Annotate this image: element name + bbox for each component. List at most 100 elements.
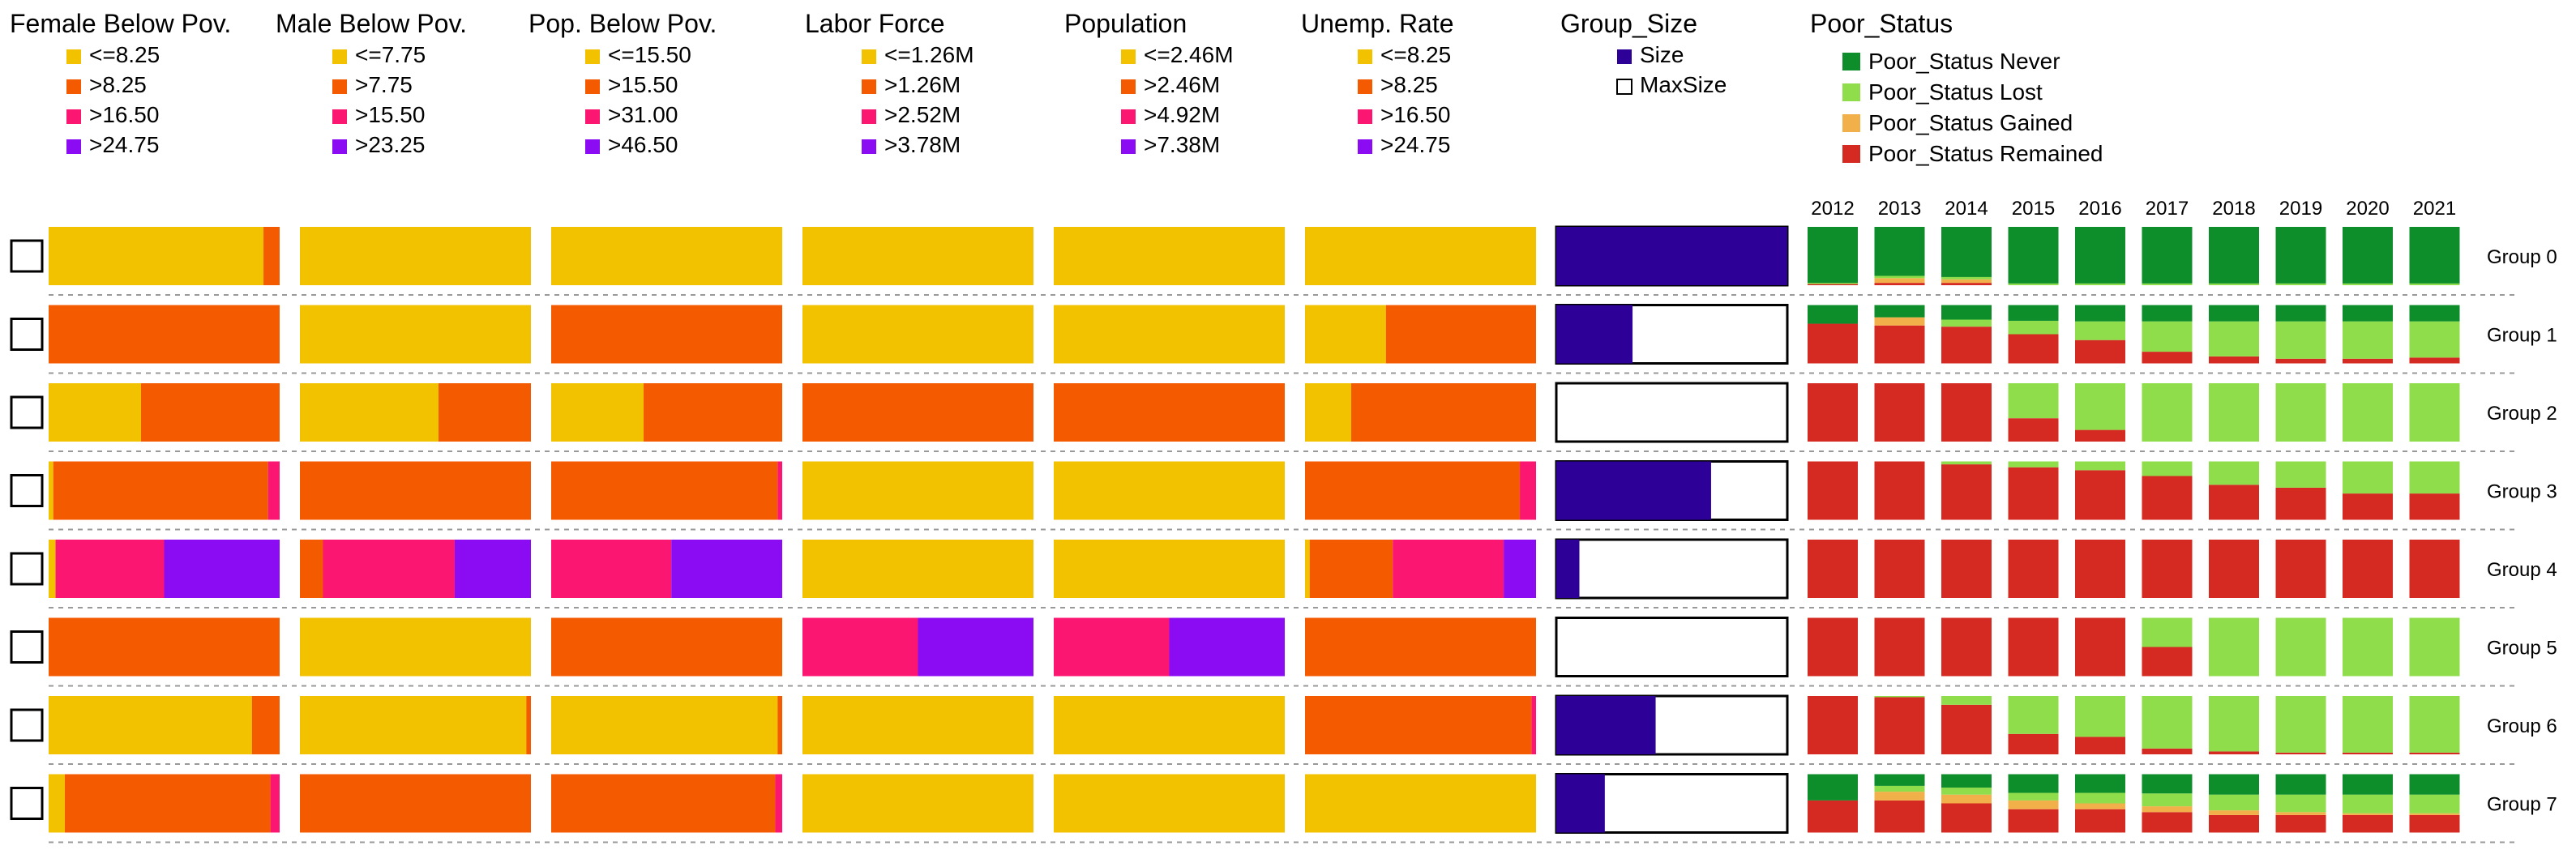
status-segment-remained <box>2343 493 2393 520</box>
year-label: 2017 <box>2146 198 2189 220</box>
status-segment-never <box>2142 305 2193 322</box>
legend-label: >4.92M <box>1144 102 1220 127</box>
status-segment-remained <box>1941 327 1992 364</box>
status-segment-remained <box>1808 323 1858 364</box>
status-segment-remained <box>1808 284 1858 285</box>
status-segment-never <box>2209 305 2259 322</box>
bar-segment-female <box>49 227 264 285</box>
bar-segment-labor <box>802 227 1033 285</box>
bar-segment-labor <box>802 617 918 677</box>
year-label: 2020 <box>2346 198 2389 220</box>
legend-title-1: Female Below Pov. <box>10 9 231 38</box>
legend-label: >2.46M <box>1144 72 1220 97</box>
legend-label: <=2.46M <box>1144 42 1234 67</box>
status-segment-never <box>1874 227 1925 276</box>
legend-label: >7.38M <box>1144 132 1220 157</box>
status-segment-lost <box>2209 461 2259 485</box>
legend-swatch <box>1358 139 1372 154</box>
status-segment-never <box>1941 305 1992 320</box>
status-segment-remained <box>1808 383 1858 442</box>
status-segment-remained <box>2008 334 2059 364</box>
status-segment-remained <box>2343 752 2393 754</box>
legend-label: >24.75 <box>1380 132 1450 157</box>
legend-swatch <box>1121 49 1136 64</box>
group-select-checkbox[interactable] <box>10 552 44 586</box>
status-segment-lost <box>2075 383 2125 430</box>
status-segment-never <box>2075 227 2125 284</box>
legend-swatch <box>332 79 347 94</box>
bar-segment-population <box>1054 383 1285 442</box>
year-label: 2015 <box>2012 198 2055 220</box>
group-select-checkbox[interactable] <box>10 395 44 429</box>
status-segment-lost <box>1941 276 1992 280</box>
group-maxsize-bar <box>1555 382 1789 443</box>
status-segment-remained <box>2275 814 2326 833</box>
legend-title-6: Unemp. Rate <box>1301 9 1454 38</box>
group-size-bar <box>1556 305 1633 364</box>
group-select-checkbox[interactable] <box>10 787 44 820</box>
group-select-checkbox[interactable] <box>10 474 44 507</box>
status-segment-lost <box>1941 788 1992 795</box>
bar-segment-labor <box>802 383 1033 442</box>
status-segment-lost <box>1874 696 1925 698</box>
bar-segment-pop <box>777 696 782 754</box>
status-segment-lost <box>1941 461 1992 465</box>
bar-segment-female <box>49 540 56 598</box>
status-segment-remained <box>1941 803 1992 833</box>
status-segment-remained <box>2008 733 2059 754</box>
bar-segment-pop <box>551 696 778 754</box>
bar-segment-female <box>49 461 53 520</box>
group-maxsize-bar <box>1555 538 1789 600</box>
bar-segment-population <box>1054 774 1285 833</box>
status-segment-remained <box>1874 283 1925 285</box>
status-segment-lost <box>1874 785 1925 792</box>
status-segment-lost <box>2343 461 2393 494</box>
status-segment-remained <box>2343 814 2393 833</box>
legend-swatch <box>862 79 876 94</box>
status-segment-lost <box>2275 461 2326 488</box>
legend-label: Size <box>1640 42 1684 67</box>
status-segment-lost <box>2075 696 2125 737</box>
status-segment-lost <box>2209 617 2259 677</box>
status-segment-remained <box>2075 737 2125 754</box>
status-segment-remained <box>1874 383 1925 442</box>
legend-label: >7.75 <box>355 72 413 97</box>
status-segment-lost <box>2142 321 2193 352</box>
status-segment-lost <box>2275 696 2326 753</box>
status-segment-remained <box>2275 487 2326 520</box>
status-segment-lost <box>2209 696 2259 752</box>
bar-segment-female <box>270 774 280 833</box>
status-segment-lost <box>2343 321 2393 359</box>
status-segment-remained <box>2008 467 2059 520</box>
bar-segment-unemp <box>1504 540 1536 598</box>
legend-label: <=1.26M <box>884 42 974 67</box>
status-segment-remained <box>2409 493 2460 520</box>
year-label: 2013 <box>1878 198 1921 220</box>
status-segment-gained <box>1941 794 1992 804</box>
status-segment-lost <box>2343 617 2393 677</box>
legend-swatch <box>585 109 600 124</box>
group-label: Group 1 <box>2487 325 2557 347</box>
bar-segment-pop <box>551 540 672 598</box>
bar-segment-labor <box>918 617 1033 677</box>
status-segment-lost <box>2008 696 2059 734</box>
status-segment-lost <box>2409 321 2460 358</box>
year-label: 2021 <box>2413 198 2456 220</box>
group-select-checkbox[interactable] <box>10 708 44 742</box>
bar-segment-female <box>64 774 271 833</box>
bar-segment-male <box>300 696 527 754</box>
group-select-checkbox[interactable] <box>10 239 44 273</box>
status-segment-remained <box>1808 696 1858 754</box>
legend-swatch <box>862 109 876 124</box>
status-segment-remained <box>2409 357 2460 364</box>
bar-segment-female <box>49 696 252 754</box>
bar-segment-male <box>300 227 531 285</box>
bar-segment-unemp <box>1305 696 1532 754</box>
status-segment-never <box>2409 774 2460 795</box>
bar-segment-male <box>300 461 531 520</box>
bar-segment-population <box>1054 305 1285 364</box>
group-select-checkbox[interactable] <box>10 318 44 351</box>
group-select-checkbox[interactable] <box>10 630 44 664</box>
status-segment-remained <box>1874 800 1925 833</box>
legend-swatch <box>1842 114 1860 132</box>
